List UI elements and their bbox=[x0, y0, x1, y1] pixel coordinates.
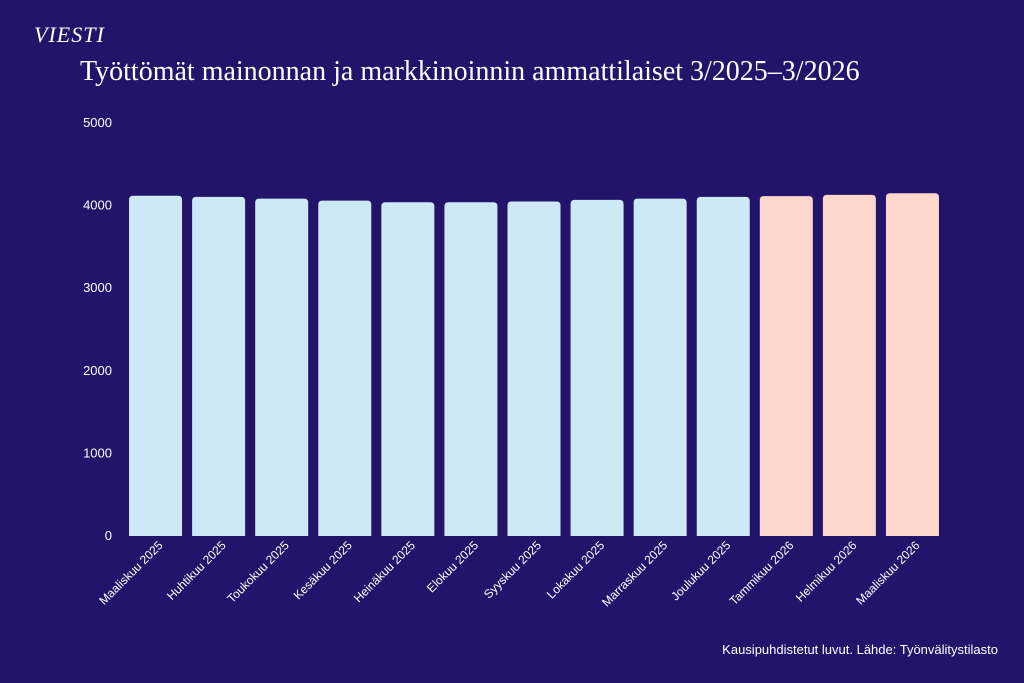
x-tick-label: Maaliskuu 2026 bbox=[853, 538, 923, 608]
y-tick-label: 4000 bbox=[83, 198, 112, 213]
x-tick-label: Kesäkuu 2025 bbox=[291, 538, 355, 602]
viesti-logo: VIESTI bbox=[34, 22, 105, 47]
chart-title: Työttömät mainonnan ja markkinoinnin amm… bbox=[80, 56, 860, 87]
source-note: Kausipuhdistetut luvut. Lähde: Työnvälit… bbox=[722, 642, 998, 657]
x-tick-label: Helmikuu 2026 bbox=[793, 538, 860, 605]
bar bbox=[318, 200, 372, 537]
y-tick-label: 2000 bbox=[83, 363, 112, 378]
x-tick-label: Huhtikuu 2025 bbox=[164, 538, 229, 603]
bars bbox=[129, 193, 939, 537]
bar bbox=[633, 198, 687, 537]
y-tick-label: 1000 bbox=[83, 445, 112, 460]
bar bbox=[570, 199, 624, 536]
bar bbox=[507, 201, 561, 536]
bar bbox=[885, 193, 939, 536]
x-tick-label: Lokakuu 2025 bbox=[544, 538, 607, 601]
x-tick-label: Maaliskuu 2025 bbox=[96, 538, 166, 608]
bar bbox=[696, 196, 750, 536]
bar bbox=[759, 196, 813, 536]
x-tick-label: Heinäkuu 2025 bbox=[351, 538, 418, 605]
x-tick-label: Tammikuu 2026 bbox=[727, 538, 797, 608]
y-axis-ticks: 5000 4000 3000 2000 1000 0 bbox=[83, 115, 112, 543]
bar bbox=[192, 196, 246, 536]
bar bbox=[255, 198, 309, 537]
y-tick-label: 5000 bbox=[83, 115, 112, 130]
bar bbox=[381, 202, 435, 536]
x-tick-label: Toukokuu 2025 bbox=[224, 538, 292, 606]
y-tick-label: 3000 bbox=[83, 280, 112, 295]
x-tick-label: Marraskuu 2025 bbox=[599, 538, 670, 609]
y-tick-label: 0 bbox=[105, 528, 112, 543]
x-tick-label: Joulukuu 2025 bbox=[668, 538, 733, 603]
x-tick-label: Syyskuu 2025 bbox=[481, 538, 544, 601]
bar bbox=[444, 202, 498, 536]
x-tick-label: Elokuu 2025 bbox=[424, 538, 481, 595]
bar bbox=[822, 194, 876, 536]
bar bbox=[129, 195, 183, 537]
